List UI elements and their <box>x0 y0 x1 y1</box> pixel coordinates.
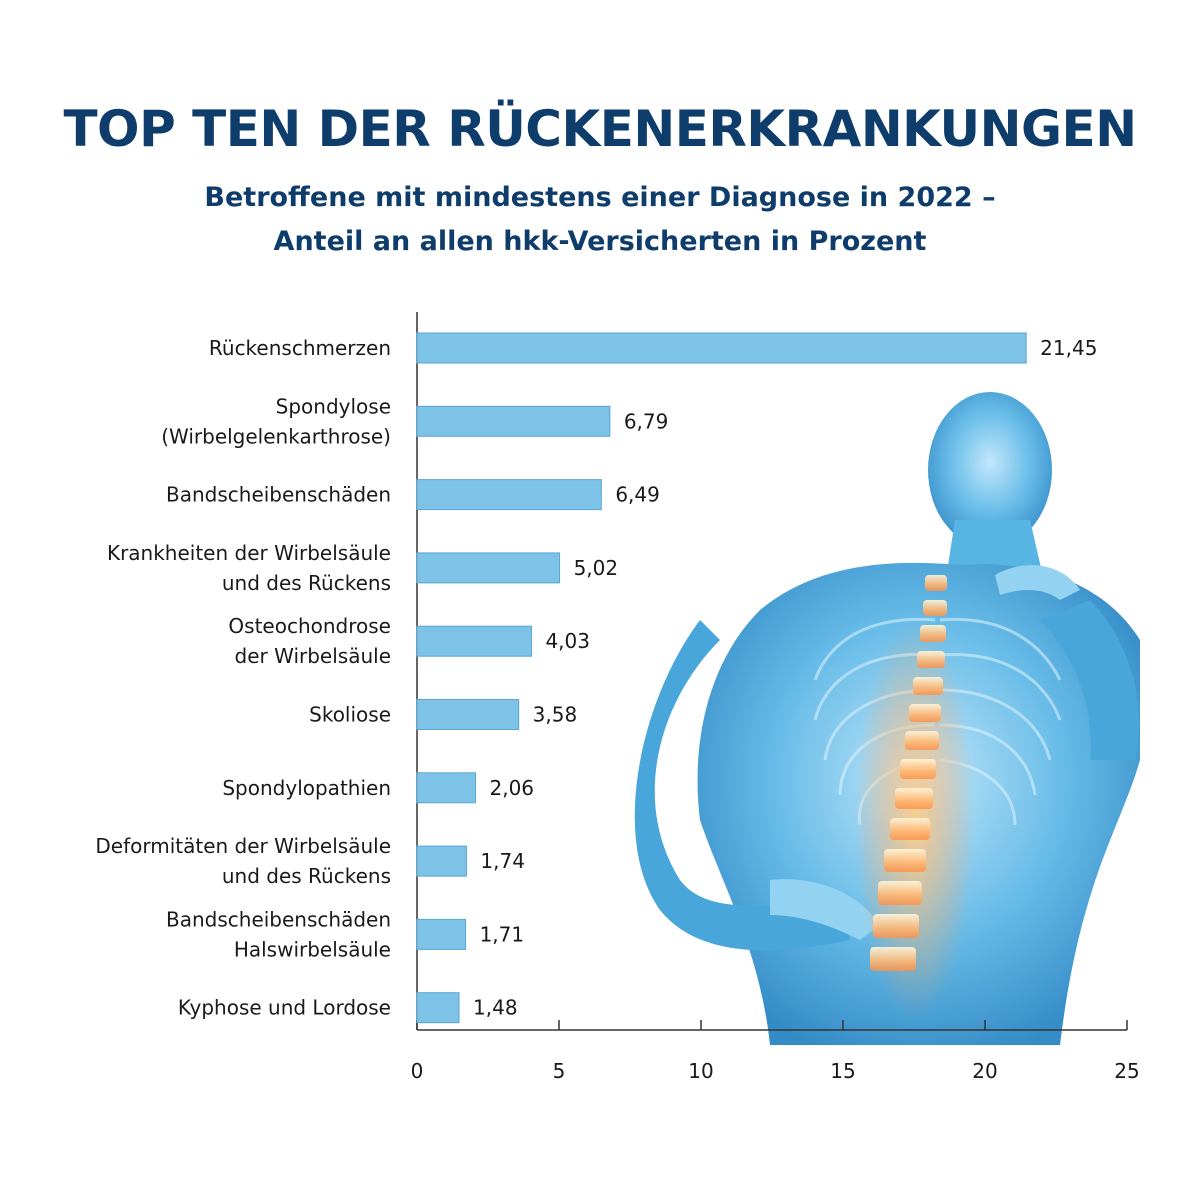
bar-value-label: 4,03 <box>545 629 590 653</box>
bar-value-label: 2,06 <box>490 776 535 800</box>
bar-value-label: 1,71 <box>480 922 525 946</box>
chart-title: TOP TEN DER RÜCKENERKRANKUNGEN <box>63 100 1137 158</box>
category-label: Deformitäten der Wirbelsäule und des Rück… <box>95 834 391 888</box>
bar <box>416 845 467 877</box>
bar <box>416 699 520 730</box>
x-tick-label: 20 <box>972 1059 997 1083</box>
category-label-line: Bandscheibenschäden <box>166 483 391 507</box>
category-label: Spondylopathien <box>222 776 391 800</box>
category-label: Osteochondrose der Wirbelsäule <box>228 614 391 668</box>
bar <box>416 552 561 584</box>
bar-value-label: 5,02 <box>574 556 619 580</box>
category-label: Spondylose (Wirbelgelenkarthrose) <box>161 394 391 448</box>
subtitle-line-2: Anteil an allen hkk-Versicherten in Proz… <box>273 226 927 257</box>
x-tick-label: 10 <box>688 1059 713 1083</box>
category-label: Rückenschmerzen <box>209 336 391 360</box>
bar-value-label: 6,49 <box>615 483 660 507</box>
category-label-line: und des Rückens <box>222 571 391 595</box>
bar-value-label: 6,79 <box>624 409 669 433</box>
category-label-line: Spondylose <box>276 394 391 418</box>
bar-value-label: 1,74 <box>480 849 525 873</box>
bar <box>416 918 467 950</box>
bar <box>416 772 477 804</box>
bar <box>416 992 460 1024</box>
bar <box>416 405 611 437</box>
x-tick-label: 0 <box>411 1059 424 1083</box>
category-label-line: Osteochondrose <box>228 614 391 638</box>
human-back-illustration <box>634 392 1140 1045</box>
bar-value-label: 21,45 <box>1040 336 1097 360</box>
bar-value-label: 3,58 <box>533 703 578 727</box>
category-label-line: Skoliose <box>309 703 391 727</box>
category-label-line: Krankheiten der Wirbelsäule <box>107 541 391 565</box>
category-label: Krankheiten der Wirbelsäule und des Rücke… <box>107 541 391 595</box>
category-label-line: (Wirbelgelenkarthrose) <box>161 424 391 448</box>
category-label-line: der Wirbelsäule <box>235 644 391 668</box>
bar <box>416 479 602 511</box>
bar <box>416 332 1027 364</box>
category-label-line: Bandscheibenschäden <box>166 907 391 931</box>
chart-bars: 21,45 6,79 6,49 5,02 4,03 3,58 2,06 1,74 1,71 1,4… <box>416 332 1097 1024</box>
category-label-line: Halswirbelsäule <box>234 937 391 961</box>
category-label-line: Deformitäten der Wirbelsäule <box>95 834 391 858</box>
category-label: Bandscheibenschäden Halswirbelsäule <box>166 907 391 961</box>
category-label-line: und des Rückens <box>222 864 391 888</box>
category-label-line: Spondylopathien <box>222 776 391 800</box>
category-label: Bandscheibenschäden <box>166 483 391 507</box>
category-label-line: Rückenschmerzen <box>209 336 391 360</box>
subtitle-line-1: Betroffene mit mindestens einer Diagnose… <box>204 182 996 213</box>
category-label: Kyphose und Lordose <box>178 996 391 1020</box>
bar <box>416 625 532 657</box>
category-label-line: Kyphose und Lordose <box>178 996 391 1020</box>
category-label: Skoliose <box>309 703 391 727</box>
x-tick-label: 25 <box>1114 1059 1139 1083</box>
chart-category-labels: Rückenschmerzen Spondylose (Wirbelgelenkar… <box>95 336 391 1020</box>
x-tick-label: 15 <box>830 1059 855 1083</box>
bar-value-label: 1,48 <box>473 996 518 1020</box>
chart-subtitle: Betroffene mit mindestens einer Diagnose… <box>0 176 1200 264</box>
x-tick-label: 5 <box>553 1059 566 1083</box>
